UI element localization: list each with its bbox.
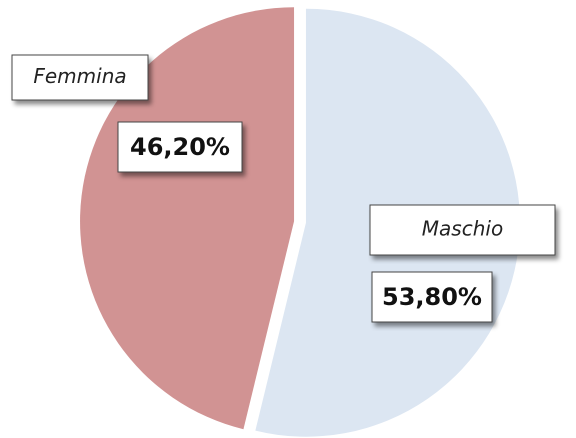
category-label: Maschio	[422, 217, 503, 241]
category-label-box	[11, 54, 149, 101]
value-label-box	[371, 271, 493, 323]
value-label-box	[117, 121, 243, 173]
pie-slice	[80, 7, 295, 430]
value-label: 53,80%	[382, 283, 482, 311]
category-label: Femmina	[33, 64, 126, 88]
category-label-box	[369, 204, 556, 256]
value-label: 46,20%	[130, 133, 230, 161]
